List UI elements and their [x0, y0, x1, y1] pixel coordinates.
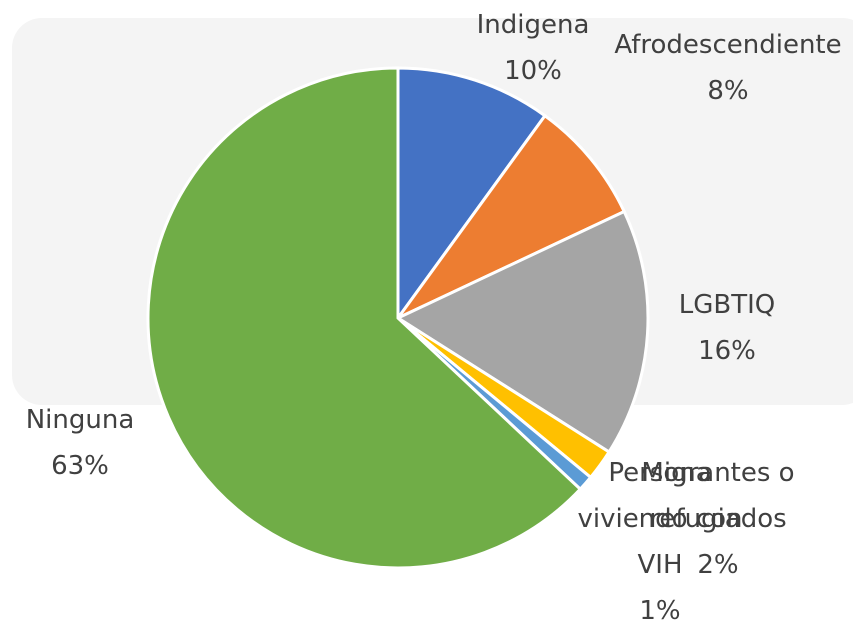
- category-label: LGBTIQ: [678, 290, 776, 320]
- pie-slice: [396, 113, 627, 320]
- slice-label: LGBTIQ 16%: [652, 282, 802, 374]
- value-label: 63%: [51, 451, 109, 481]
- slice-label: Persona viviendo con VIH 1%: [565, 450, 755, 628]
- pie-slice: [146, 66, 583, 570]
- value-label: 2%: [697, 550, 739, 580]
- pie-slice: [394, 209, 650, 455]
- slice-label: Afrodescendiente 8%: [609, 22, 847, 114]
- value-label: 8%: [707, 76, 749, 106]
- slice-label: Indigena 10%: [453, 2, 613, 94]
- slice-label: Migrantes o refugiados 2%: [623, 450, 813, 588]
- category-label: Migrantes o refugiados: [641, 458, 795, 534]
- category-label: Indigena: [476, 10, 590, 40]
- category-label: Afrodescendiente: [614, 30, 842, 60]
- category-label: Persona viviendo con VIH: [577, 458, 743, 580]
- value-label: 1%: [639, 596, 681, 626]
- slice-label: Ninguna 63%: [0, 397, 160, 489]
- category-label: Ninguna: [25, 405, 135, 435]
- pie-slice: [396, 66, 548, 323]
- value-label: 16%: [698, 336, 756, 366]
- value-label: 10%: [504, 56, 562, 86]
